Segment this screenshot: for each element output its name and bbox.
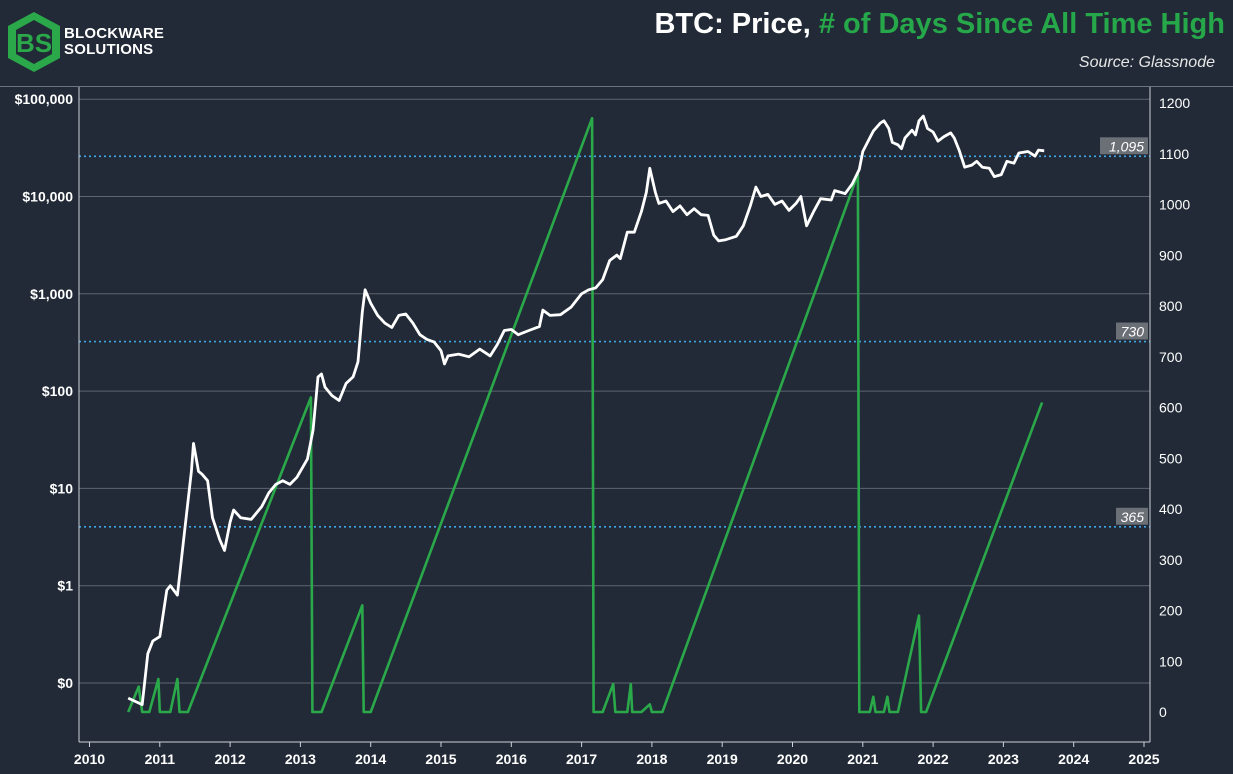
- x-tick-label: 2010: [74, 751, 105, 767]
- x-tick-label: 2014: [355, 751, 386, 767]
- x-tick-label: 2022: [918, 751, 949, 767]
- right-tick-label: 300: [1159, 552, 1183, 568]
- chart-header: BS BLOCKWARE SOLUTIONS BTC: Price, # of …: [0, 0, 1233, 86]
- right-tick-label: 500: [1159, 450, 1183, 466]
- left-tick-label: $100: [42, 383, 73, 399]
- reference-lines: 1,095 730 365: [79, 137, 1150, 528]
- brand-line-1: BLOCKWARE: [64, 25, 165, 42]
- svg-text:BS: BS: [16, 28, 52, 58]
- reference-label-bg: [1116, 507, 1148, 525]
- x-tick-label: 2015: [425, 751, 456, 767]
- reference-label-bg: [1116, 322, 1148, 340]
- series-lines: [126, 114, 1045, 714]
- blockware-logo-icon: BS: [8, 12, 60, 72]
- right-tick-label: 0: [1159, 704, 1167, 720]
- brand-line-2: SOLUTIONS: [64, 41, 154, 58]
- x-tick-label: 2021: [847, 751, 878, 767]
- x-tick-label: 2019: [707, 751, 738, 767]
- reference-label-1095: 1,095: [1109, 138, 1144, 154]
- x-tick-label: 2017: [566, 751, 597, 767]
- header-divider: [0, 86, 1233, 87]
- right-tick-label: 100: [1159, 653, 1183, 669]
- days-since-ath-line: [126, 116, 1044, 714]
- reference-label-730: 730: [1121, 324, 1145, 340]
- x-tick-label: 2011: [145, 751, 176, 767]
- right-tick-label: 1200: [1159, 95, 1190, 111]
- right-tick-label: 400: [1159, 501, 1183, 517]
- brand-name: BLOCKWARE SOLUTIONS: [64, 26, 164, 58]
- right-tick-label: 600: [1159, 400, 1183, 416]
- right-tick-label: 1000: [1159, 197, 1190, 213]
- left-tick-label: $10: [50, 480, 74, 496]
- chart-title-prefix: BTC: Price,: [654, 8, 811, 40]
- left-tick-label: $100,000: [15, 91, 74, 107]
- x-tick-label: 2016: [496, 751, 527, 767]
- x-tick-label: 2013: [285, 751, 316, 767]
- reference-label-365: 365: [1121, 509, 1145, 525]
- right-tick-label: 1100: [1159, 146, 1189, 162]
- x-tick-label: 2012: [215, 751, 246, 767]
- x-tick-label: 2024: [1058, 751, 1089, 767]
- left-tick-label: $1: [57, 578, 73, 594]
- btc-price-line: [127, 114, 1045, 706]
- chart-source: Source: Glassnode: [1078, 54, 1215, 71]
- x-tick-label: 2025: [1128, 751, 1159, 767]
- right-tick-label: 900: [1159, 247, 1183, 263]
- left-tick-label: $1,000: [30, 286, 73, 302]
- right-tick-label: 800: [1159, 298, 1183, 314]
- x-tick-label: 2020: [777, 751, 808, 767]
- left-tick-label: $10,000: [22, 189, 73, 205]
- reference-label-bg: [1100, 137, 1148, 155]
- grid-lines: [79, 98, 1150, 684]
- right-tick-label: 700: [1159, 349, 1183, 365]
- left-tick-label: $0: [57, 675, 73, 691]
- x-tick-label: 2023: [988, 751, 1019, 767]
- right-tick-label: 200: [1159, 603, 1183, 619]
- chart-title-highlight: # of Days Since All Time High: [818, 8, 1225, 40]
- x-tick-label: 2018: [636, 751, 667, 767]
- chart-title: BTC: Price, # of Days Since All Time Hig…: [654, 8, 1225, 41]
- axes: $0 $1 $10 $100 $1,000 $10,000 $100,000 0 100 200 3…: [15, 87, 1190, 767]
